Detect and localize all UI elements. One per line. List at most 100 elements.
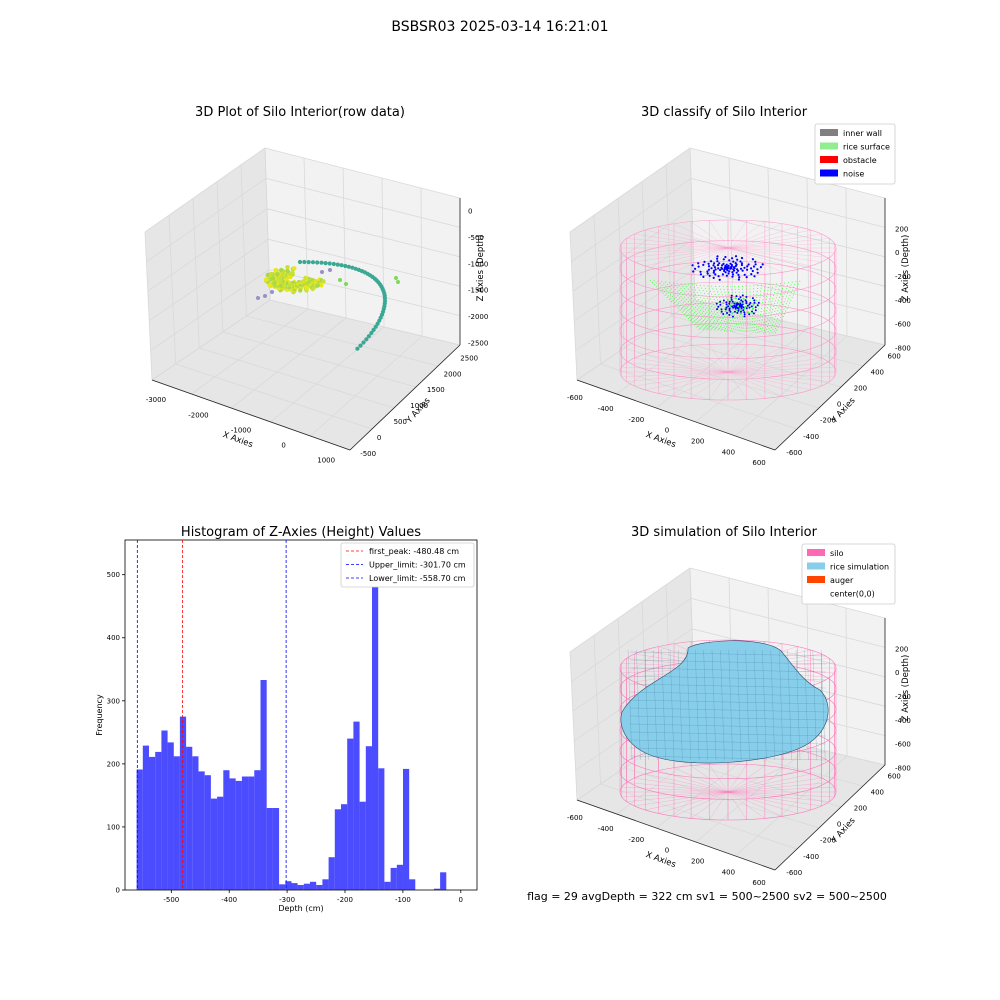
noise-point (752, 312, 755, 315)
axis-line (576, 799, 776, 871)
y-tick-label: 400 (871, 788, 884, 796)
noise-point (702, 263, 705, 266)
histogram-bar (297, 885, 304, 890)
noise-point (742, 306, 745, 309)
scatter-point (302, 259, 307, 265)
noise-point (753, 275, 756, 278)
surface-mesh-line (661, 649, 666, 761)
noise-point (729, 304, 732, 307)
silo-mesh-spoke (727, 764, 747, 793)
rice-surface-points (774, 280, 801, 335)
x-tick-label: 400 (722, 448, 735, 456)
legend-label: center(0,0) (830, 590, 875, 599)
noise-point (739, 296, 742, 299)
scatter-point (315, 283, 320, 288)
scatter-point (263, 294, 267, 298)
noise-point (717, 267, 720, 270)
noise-point (734, 262, 737, 265)
z-tick-label: 0 (468, 207, 472, 215)
noise-point (730, 298, 733, 301)
rice-surface-points (718, 285, 735, 332)
silo-wireframe-spoke (709, 371, 729, 400)
noise-point (728, 270, 731, 273)
legend-swatch (820, 169, 838, 177)
legend-swatch (807, 549, 825, 556)
grid-line (600, 783, 798, 850)
noise-point (742, 297, 745, 300)
y-tick-label: 200 (854, 384, 867, 392)
noise-point (754, 263, 757, 266)
noise-point (737, 278, 741, 281)
noise-point (733, 267, 736, 270)
noise-point (748, 306, 751, 309)
noise-point (738, 305, 741, 308)
noise-point (750, 273, 753, 276)
noise-point (731, 271, 734, 274)
noise-point (735, 304, 738, 307)
silo-wireframe-spoke (727, 247, 766, 275)
surface-mesh-line (629, 747, 827, 753)
silo-wireframe-spoke (727, 247, 822, 263)
z-tick-label: -600 (895, 741, 911, 749)
noise-point (732, 315, 734, 318)
x-tick-label: 0 (281, 441, 285, 449)
histogram-bar (167, 742, 174, 890)
histogram-x-label: Depth (cm) (278, 904, 323, 913)
x-tick-label: -400 (598, 405, 614, 413)
silo-mesh-spoke (709, 764, 729, 793)
silo-wireframe-spoke (727, 247, 830, 258)
rice-surface-points (761, 283, 774, 334)
z-tick-label: -800 (895, 764, 911, 772)
noise-point (736, 258, 739, 261)
surface-mesh-line (629, 659, 827, 665)
surface-mesh-line (629, 707, 827, 713)
noise-point (702, 275, 705, 278)
x-tick-label: 400 (722, 868, 735, 876)
silo-wireframe-ring (619, 219, 837, 277)
scatter-point (285, 268, 290, 274)
axis-line (774, 764, 886, 871)
noise-point (745, 296, 748, 298)
grid-line (268, 269, 461, 316)
scatter-point (273, 268, 278, 273)
histogram-bar (341, 804, 348, 890)
noise-point (712, 271, 715, 274)
y-tick-label: -600 (786, 869, 802, 877)
scatter-point (321, 279, 326, 284)
surface-mesh-line (629, 699, 827, 705)
rice-surface-points (730, 285, 741, 333)
scatter-point (319, 260, 324, 265)
rice-surface-points (707, 285, 730, 332)
legend-label: silo (830, 549, 844, 558)
pane-floor (577, 720, 885, 870)
y-tick-label: -400 (803, 433, 819, 441)
histogram-bar (186, 746, 193, 890)
surface-mesh-line (745, 649, 750, 761)
z-axis-label: Z Axies (Depth) (901, 235, 911, 302)
noise-point (753, 299, 756, 302)
noise-point (728, 302, 731, 305)
noise-point (754, 260, 757, 263)
histogram-bar (328, 857, 335, 890)
surface-mesh-line (629, 755, 827, 761)
silo-mesh-spoke (621, 786, 729, 793)
noise-point (731, 300, 734, 303)
silo-wireframe-spoke (690, 345, 729, 373)
noise-point (751, 310, 753, 313)
grid-line (168, 215, 176, 365)
grid-line (571, 178, 692, 262)
noise-point (735, 295, 738, 298)
scatter-point (394, 276, 398, 280)
rice-surface-points (770, 281, 793, 334)
legend-swatch (807, 576, 825, 583)
noise-point (718, 278, 721, 281)
silo-wireframe-spoke (626, 371, 729, 382)
rice-surface-points (751, 285, 755, 333)
z-tick-label: 200 (895, 645, 908, 653)
legend-box (801, 543, 896, 605)
z-tick-label: -600 (895, 321, 911, 329)
noise-point (732, 260, 735, 263)
silo-wireframe-spoke (727, 353, 811, 373)
pane-floor (152, 300, 460, 450)
surface-mesh-line (627, 649, 633, 761)
